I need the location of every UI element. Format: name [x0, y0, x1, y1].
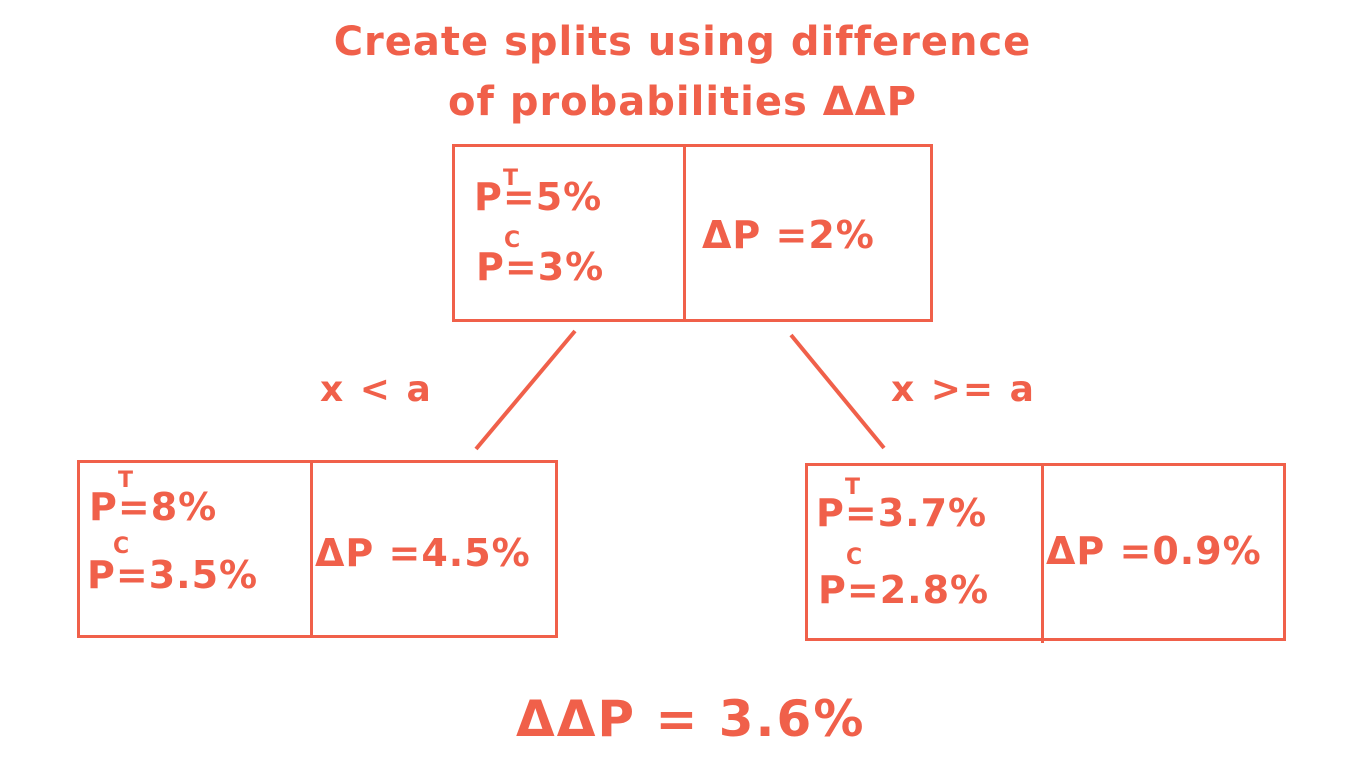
- root-pt-label: P=5%: [474, 178, 602, 216]
- root-pc-letter: P: [476, 245, 505, 289]
- root-node: [452, 144, 933, 322]
- right-delta-p: ΔP =0.9%: [1046, 529, 1262, 573]
- left-t-superscript: T: [118, 468, 134, 493]
- right-c-superscript: C: [846, 545, 863, 570]
- right-branch-edge: [789, 333, 886, 450]
- left-c-superscript: C: [113, 534, 130, 559]
- root-delta-p: ΔP =2%: [702, 213, 875, 257]
- left-branch-edge: [474, 329, 577, 451]
- diagram-title-line-1: Create splits using difference: [333, 19, 1032, 65]
- left-delta-p: ΔP =4.5%: [315, 531, 531, 575]
- left-split-condition: x < a: [320, 369, 433, 410]
- root-node-divider: [683, 144, 686, 322]
- delta-delta-p-result: ΔΔP = 3.6%: [516, 690, 866, 748]
- right-node-divider: [1041, 463, 1044, 643]
- root-c-superscript: C: [504, 228, 521, 253]
- right-pc-value: =2.8%: [846, 568, 990, 612]
- root-pc-label: P=3%: [476, 248, 604, 286]
- left-pt-value: =8%: [117, 485, 218, 529]
- left-pc-label: P=3.5%: [87, 556, 258, 594]
- root-pt-value: =5%: [502, 175, 603, 219]
- left-node-divider: [310, 460, 313, 638]
- right-pt-value: =3.7%: [844, 491, 988, 535]
- right-pt-letter: P: [816, 491, 845, 535]
- right-child-node: [805, 463, 1286, 641]
- root-t-superscript: T: [503, 166, 519, 191]
- left-pc-value: =3.5%: [115, 553, 259, 597]
- left-pt-letter: P: [89, 485, 118, 529]
- left-pt-label: P=8%: [89, 488, 217, 526]
- root-pt-letter: P: [474, 175, 503, 219]
- right-pc-letter: P: [818, 568, 847, 612]
- left-child-node: [77, 460, 558, 638]
- right-pc-label: P=2.8%: [818, 571, 989, 609]
- root-pc-value: =3%: [504, 245, 605, 289]
- right-pt-label: P=3.7%: [816, 494, 987, 532]
- right-split-condition: x >= a: [891, 369, 1036, 410]
- left-pc-letter: P: [87, 553, 116, 597]
- right-t-superscript: T: [845, 475, 861, 500]
- diagram-title-line-2: of probabilities ΔΔP: [448, 79, 917, 125]
